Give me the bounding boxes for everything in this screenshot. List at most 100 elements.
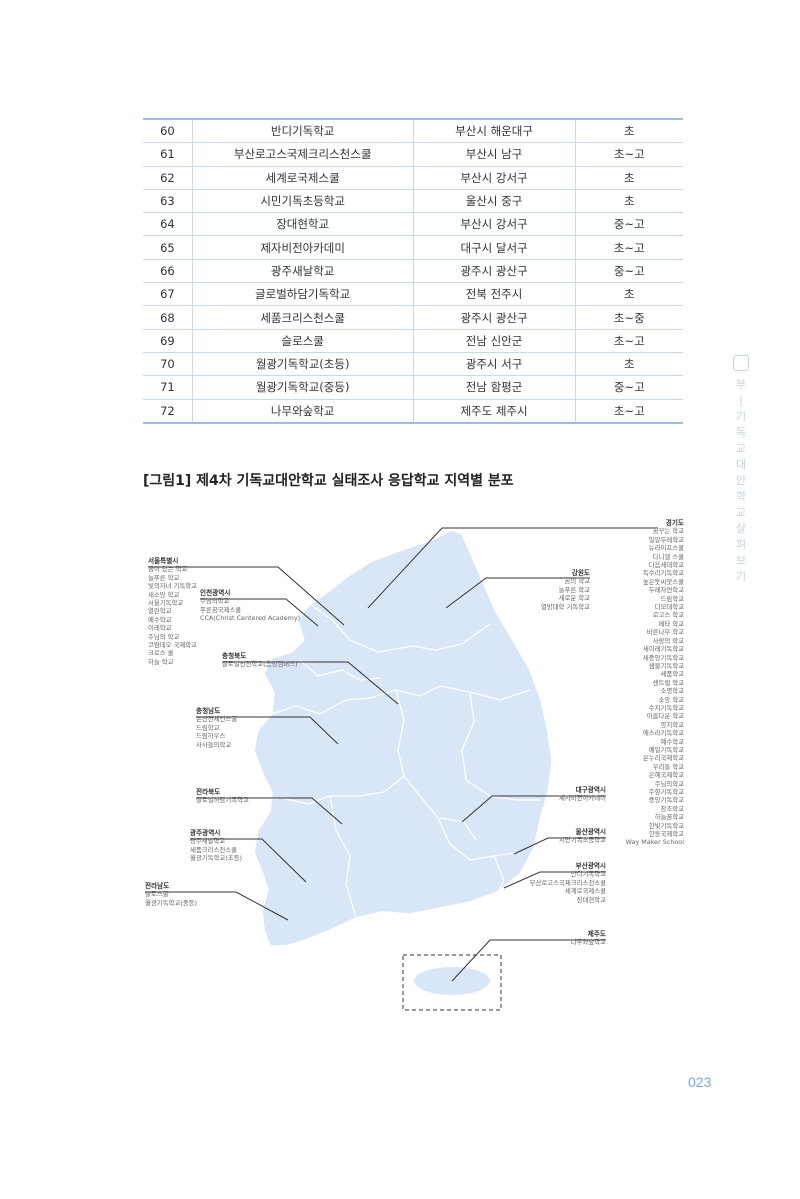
row-number: 67 xyxy=(143,282,193,307)
school-region: 광주시 광산구 xyxy=(412,305,576,330)
school-level: 초~고 xyxy=(574,235,683,260)
row-number: 60 xyxy=(143,118,193,144)
school-region: 울산시 중구 xyxy=(412,189,576,214)
region-name: 대구광역시 xyxy=(575,786,606,794)
side-tab-char: 보 xyxy=(735,554,747,567)
map-school-name: 수지기독학교 xyxy=(648,703,684,712)
school-list-table: 60 반디기독학교 부산시 해운대구 초 61 부산로고스국제크리스천스쿨 부산시 남구 초~… xyxy=(143,118,683,424)
map-school-name: 은혜국제학교 xyxy=(648,771,684,780)
map-school-name: 늘푸른 학교 xyxy=(558,585,590,594)
map-school-name: 새이레기독학교 xyxy=(642,645,684,654)
map-school-name: 뉴라이프스쿨 xyxy=(648,544,684,553)
region-label-seoul: 서울특별시 꿈이 있는 학교 늘푸른 학교 빛의자녀 기독학교 새소망 학교 서울기독학… xyxy=(148,557,197,666)
map-school-name: 예수학교 xyxy=(148,615,172,624)
region-name: 전라남도 xyxy=(145,882,170,890)
table-row: 64 장대현학교 부산시 강서구 중~고 xyxy=(143,212,683,237)
region-label-jeonbuk: 전라북도 글로벌하담기독학교 xyxy=(196,788,249,805)
school-level: 초~고 xyxy=(574,142,683,167)
map-school-name: 광주새날학교 xyxy=(190,837,226,846)
school-name: 글로벌하담기독학교 xyxy=(191,282,414,307)
map-school-name: 슬로스쿨 xyxy=(145,890,169,899)
chapter-icon xyxy=(733,355,749,371)
map-school-name: 하늘꿈학교 xyxy=(654,813,684,822)
school-name: 세품크리스천스쿨 xyxy=(191,305,414,330)
region-label-jeonnam: 전라남도 슬로스쿨 월광기독학교(중등) xyxy=(145,882,197,907)
map-school-name: 글로벌선진학교(음성캠퍼스) xyxy=(222,660,298,669)
school-region: 광주시 서구 xyxy=(412,352,576,377)
region-label-gangwon: 강원도 꿈의 학교 늘푸른 학교 새로운 학교 열방대학 기독학교 xyxy=(541,569,590,611)
map-school-name: 주님의학교 xyxy=(200,597,230,606)
map-school-name: 예수학교 xyxy=(660,737,684,746)
map-school-name: 양지학교 xyxy=(660,720,684,729)
school-region: 전남 신안군 xyxy=(412,329,576,353)
map-school-name: 아름다운 학교 xyxy=(646,712,684,721)
side-tab-char: 기 xyxy=(735,570,747,583)
map-school-name: 주향기독학교 xyxy=(648,788,684,796)
map-school-name: 창조학교 xyxy=(660,804,684,813)
row-number: 68 xyxy=(143,305,193,330)
row-number: 65 xyxy=(143,235,193,260)
row-number: 63 xyxy=(143,189,193,214)
map-school-name: 주님의 학교 xyxy=(148,632,180,641)
table-row: 60 반디기독학교 부산시 해운대구 초 xyxy=(143,118,683,144)
school-region: 부산시 강서구 xyxy=(412,166,576,190)
region-name: 광주광역시 xyxy=(190,829,221,837)
map-school-name: 독수리기독학교 xyxy=(642,569,684,578)
map-school-name: 드림학교 xyxy=(660,594,684,603)
map-school-name: 크로스 쿨 xyxy=(148,649,174,658)
school-region: 대구시 달서구 xyxy=(412,235,576,260)
table-row: 71 월광기독학교(중등) 전남 함평군 중~고 xyxy=(143,375,683,400)
row-number: 61 xyxy=(143,142,193,167)
region-label-chungbuk: 충청북도 글로벌선진학교(음성캠퍼스) xyxy=(222,652,298,669)
side-tab-char: 펴 xyxy=(735,538,747,551)
map-school-name: 새소망 학교 xyxy=(148,590,180,599)
school-region: 부산시 남구 xyxy=(412,142,576,167)
map-school-name: CCA(Christ Centered Academy) xyxy=(200,614,301,623)
region-label-daegu: 대구광역시 제자비전아카데미 xyxy=(559,786,606,803)
region-label-jeju: 제주도 나무와숲학교 xyxy=(571,930,606,947)
table-row: 61 부산로고스국제크리스천스쿨 부산시 남구 초~고 xyxy=(143,142,683,167)
school-level: 초~중 xyxy=(574,305,683,330)
row-number: 64 xyxy=(143,212,193,237)
school-region: 전남 함평군 xyxy=(412,375,576,400)
table-row: 67 글로벌하담기독학교 전북 전주시 초 xyxy=(143,282,683,307)
figure-title: [그림1] 제4차 기독교대안학교 실태조사 응답학교 지역별 분포 xyxy=(143,473,514,489)
map-school-name: 꿈꾸는 학교 xyxy=(652,527,684,536)
jeju-inset-box xyxy=(402,954,502,1011)
map-school-name: 세품학교 xyxy=(660,670,684,679)
row-number: 72 xyxy=(143,399,193,424)
map-school-name: 코람데오 국제학교 xyxy=(148,641,198,650)
map-school-name: 꿈이 있는 학교 xyxy=(148,565,188,574)
table-row: 69 슬로스쿨 전남 신안군 초~고 xyxy=(143,329,683,353)
map-school-name: 사랑의 학교 xyxy=(652,636,684,645)
map-school-name: 높은뜻씨앗스쿨 xyxy=(642,577,684,586)
region-name: 인천광역시 xyxy=(200,589,231,597)
map-school-name: 주님의학교 xyxy=(654,779,684,788)
school-level: 중~고 xyxy=(574,212,683,237)
map-school-name: 열린학교 xyxy=(148,607,172,616)
side-tab-char: 살 xyxy=(735,522,747,535)
korean-peninsula-shape xyxy=(253,529,553,947)
map-school-name: 예일기독학교 xyxy=(648,745,684,754)
school-level: 초 xyxy=(574,282,683,307)
map-school-name: 샘물기독학교 xyxy=(648,661,684,670)
row-number: 69 xyxy=(143,329,193,353)
map-school-name: Way Maker School xyxy=(625,838,684,847)
school-name: 제자비전아카데미 xyxy=(191,235,414,260)
side-tab-divider: | xyxy=(739,394,743,407)
school-region: 부산시 해운대구 xyxy=(412,118,576,144)
map-school-name: 부산로고스국제크리스천스쿨 xyxy=(529,878,606,887)
map-school-name: 꿈의 학교 xyxy=(564,577,590,586)
map-school-name: 한빛기독학교 xyxy=(648,821,684,830)
map-school-name: 다음세대학교 xyxy=(648,561,684,570)
region-name: 제주도 xyxy=(587,930,606,938)
map-school-name: 드림학교 xyxy=(196,723,220,732)
school-level: 초 xyxy=(574,352,683,377)
row-number: 70 xyxy=(143,352,193,377)
school-level: 초~고 xyxy=(574,329,683,353)
table-row: 66 광주새날학교 광주시 광산구 중~고 xyxy=(143,259,683,284)
map-school-name: 에스라기독학교 xyxy=(642,729,684,738)
school-region: 제주도 제주시 xyxy=(412,399,576,424)
row-number: 62 xyxy=(143,166,193,190)
region-name: 경기도 xyxy=(665,519,684,527)
